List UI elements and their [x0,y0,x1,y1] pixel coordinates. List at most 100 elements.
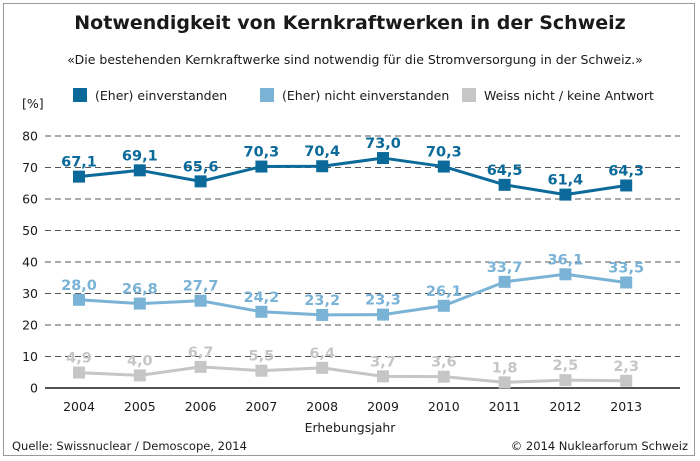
data-label: 3,6 [431,355,457,371]
copyright-note: © 2014 Nuklearforum Schweiz [511,439,688,453]
y-tick-label: 30 [22,286,38,301]
x-tick-label: 2012 [549,399,581,414]
data-point [133,297,146,310]
x-tick-label: 2005 [124,399,156,414]
gridlines [45,135,680,389]
data-point [133,369,146,382]
data-label: 2,3 [613,359,639,375]
chart-subtitle: «Die bestehenden Kernkraftwerke sind not… [67,52,643,67]
data-label: 3,7 [370,354,396,370]
data-label: 67,1 [61,155,97,171]
series-3: 4,9 4,0 6,7 5,5 6,4 3,7 3,6 1,8 2,5 2,3 [66,345,639,389]
data-point [559,188,572,201]
legend-swatch [462,88,476,102]
data-point [437,299,450,312]
data-label: 70,3 [426,145,462,161]
data-point [73,170,85,183]
y-tick-label: 60 [22,192,38,207]
y-axis-unit: [%] [22,96,44,111]
data-label: 33,5 [608,260,644,276]
x-tick-label: 2011 [489,399,521,414]
series-1: 67,1 69,1 65,6 70,3 70,4 73,0 70,3 64,5 61,4 64,3 [61,136,644,201]
y-tick-label: 70 [22,160,38,175]
data-label: 23,3 [365,293,401,309]
x-axis-title: Erhebungsjahr [305,420,397,435]
data-point [620,179,633,192]
legend-label: (Eher) einverstanden [95,88,227,103]
chart-title: Notwendigkeit von Kernkraftwerken in der… [74,12,625,34]
legend-label: (Eher) nicht einverstanden [282,88,449,103]
x-tick-label: 2007 [245,399,277,414]
data-label: 65,6 [183,159,219,175]
data-point [255,364,268,377]
x-axis-ticks: 2004 2005 2006 2007 2008 2009 2010 2011 2012 2013 [63,399,642,414]
data-label: 26,1 [426,284,462,300]
y-tick-label: 0 [30,381,38,396]
data-label: 6,7 [188,345,214,361]
series-line [78,365,627,384]
data-label: 4,9 [66,351,92,367]
y-tick-label: 80 [22,129,38,144]
data-point [255,160,268,173]
series-line [78,156,627,197]
data-point [73,366,85,379]
data-point [194,360,207,373]
data-point [377,152,389,165]
x-tick-label: 2010 [428,399,460,414]
data-label: 70,3 [244,145,280,161]
legend-label: Weiss nicht / keine Antwort [484,88,654,103]
data-label: 23,2 [304,293,340,309]
legend: (Eher) einverstanden (Eher) nicht einvers… [73,88,654,103]
data-point [316,361,329,374]
data-label: 6,4 [309,346,335,362]
data-point [133,164,146,177]
source-note: Quelle: Swissnuclear / Demoscope, 2014 [12,439,247,453]
data-point [437,370,450,383]
data-point [316,308,329,321]
data-label: 69,1 [122,148,158,164]
data-label: 33,7 [487,260,523,276]
data-label: 26,8 [122,282,158,298]
x-tick-label: 2004 [63,399,95,414]
legend-swatch [260,88,274,102]
data-point [620,374,633,387]
y-tick-label: 20 [22,318,38,333]
data-point [559,374,572,387]
data-label: 61,4 [548,173,584,189]
x-tick-label: 2013 [610,399,642,414]
data-point [437,160,450,173]
y-tick-label: 50 [22,223,38,238]
data-point [73,293,85,306]
data-point [377,308,389,321]
data-point [194,294,207,307]
data-label: 64,3 [608,163,644,179]
x-tick-label: 2006 [185,399,217,414]
data-label: 36,1 [548,252,584,268]
series-2: 28,0 26,8 27,7 24,2 23,2 23,3 26,1 33,7 36,1 33,5 [61,252,644,321]
data-label: 5,5 [249,349,275,365]
x-tick-label: 2009 [367,399,399,414]
x-tick-label: 2008 [306,399,338,414]
series-layer: 67,1 69,1 65,6 70,3 70,4 73,0 70,3 64,5 61,4 64,3… [61,136,644,389]
data-label: 24,2 [244,290,280,306]
data-label: 27,7 [183,279,219,295]
data-label: 70,4 [304,144,340,160]
data-point [498,376,511,389]
data-point [316,160,329,173]
data-label: 73,0 [365,136,401,152]
data-point [620,276,633,289]
data-label: 64,5 [487,163,523,179]
data-label: 28,0 [61,278,97,294]
data-label: 2,5 [553,358,579,374]
data-point [194,175,207,188]
data-point [255,305,268,318]
y-axis-ticks: 0 10 20 30 40 50 60 70 80 [22,129,38,396]
legend-swatch [73,88,87,102]
series-line [78,272,627,317]
data-label: 1,8 [492,360,518,376]
data-point [498,275,511,288]
chart-frame [3,3,695,456]
data-point [498,178,511,191]
y-tick-label: 10 [22,349,38,364]
